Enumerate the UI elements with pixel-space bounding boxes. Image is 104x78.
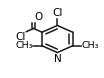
Text: CH₃: CH₃ [82, 41, 99, 50]
Text: Cl: Cl [52, 8, 63, 18]
Text: O: O [34, 12, 42, 22]
Text: Cl: Cl [15, 32, 26, 42]
Text: CH₃: CH₃ [15, 41, 33, 50]
Text: N: N [54, 54, 62, 64]
